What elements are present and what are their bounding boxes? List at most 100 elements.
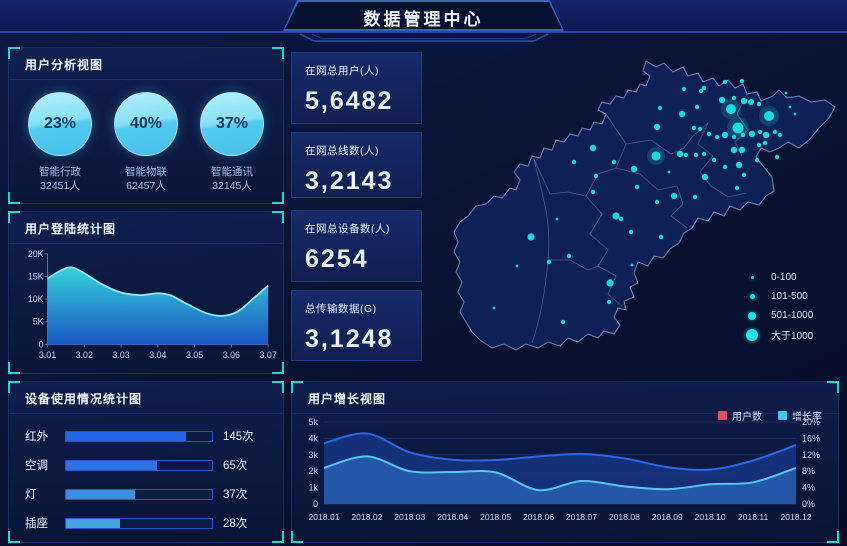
page-title: 数据管理中心 <box>363 10 484 29</box>
svg-text:2018.01: 2018.01 <box>308 512 339 522</box>
svg-text:3.03: 3.03 <box>112 350 129 360</box>
device-bar-fill <box>66 518 121 528</box>
gauge-circle: 37% <box>200 92 264 156</box>
device-bar-value: 65次 <box>223 460 248 472</box>
stat-card: 在网总设备数(人) 6254 <box>291 210 422 282</box>
map-legend-dot-box <box>745 294 759 299</box>
corner-bracket <box>827 381 839 393</box>
gauge-count: 32451人 <box>40 180 80 192</box>
svg-text:2018.09: 2018.09 <box>652 512 683 522</box>
panel-title: 用户分析视图 <box>9 48 283 80</box>
corner-bracket <box>8 362 20 374</box>
svg-text:2018.05: 2018.05 <box>480 512 511 522</box>
legend-label: 用户数 <box>732 412 762 423</box>
svg-text:16%: 16% <box>802 433 820 443</box>
corner-bracket <box>272 192 284 204</box>
stat-label: 总传输数据(G) <box>305 303 377 315</box>
device-bar-track <box>65 488 213 500</box>
corner-bracket <box>291 381 303 393</box>
svg-text:2018.06: 2018.06 <box>523 512 554 522</box>
svg-text:1k: 1k <box>308 483 318 493</box>
legend-label: 增长率 <box>792 412 822 423</box>
growth-legend: 用户数 增长率 <box>718 408 822 423</box>
legend-swatch <box>718 411 727 420</box>
stat-value: 5,6482 <box>305 87 394 115</box>
corner-bracket <box>272 362 284 374</box>
device-bar-value: 37次 <box>223 489 248 501</box>
gauge: 37% 智能通讯 32145人 <box>189 92 274 193</box>
svg-text:2018.02: 2018.02 <box>351 512 382 522</box>
gauge-row: 23% 智能行政 32451人 40% 智能物联 62457人 37% 智能通讯 32145人 <box>9 80 283 193</box>
svg-text:5k: 5k <box>308 417 318 427</box>
stat-label: 在网总线数(人) <box>305 145 379 157</box>
panel-device-usage: 设备使用情况统计图 红外145次空调65次灯37次插座28次窗帘24次 <box>8 381 284 543</box>
svg-text:3.06: 3.06 <box>223 350 240 360</box>
legend-item-users[interactable]: 用户数 <box>718 408 762 423</box>
map-legend-dot-box <box>745 311 759 320</box>
gauge-label: 智能通讯 32145人 <box>189 165 274 193</box>
device-bar-value: 28次 <box>223 518 248 530</box>
corner-bracket <box>8 47 20 59</box>
stat-label: 在网总设备数(人) <box>305 223 390 235</box>
svg-text:3.07: 3.07 <box>260 350 277 360</box>
region-map <box>453 60 836 351</box>
stat-value: 3,1248 <box>305 325 394 353</box>
device-bar-label: 空调 <box>25 460 48 472</box>
corner-bracket <box>272 47 284 59</box>
svg-text:0: 0 <box>39 339 44 349</box>
stat-card: 在网总用户(人) 5,6482 <box>291 52 422 124</box>
svg-text:8%: 8% <box>802 466 815 476</box>
map-legend-dot-box <box>745 328 759 341</box>
header-decoration <box>299 33 549 42</box>
map-legend-row: 大于1000 <box>745 325 813 344</box>
svg-text:2018.11: 2018.11 <box>738 512 769 522</box>
svg-text:3.04: 3.04 <box>149 350 166 360</box>
svg-text:15K: 15K <box>28 271 44 281</box>
svg-text:2k: 2k <box>308 466 318 476</box>
map-legend-label: 501-1000 <box>771 310 814 321</box>
device-bar-track <box>65 459 213 471</box>
device-bar-track <box>65 430 213 442</box>
map-legend-row: 0-100 <box>745 268 813 287</box>
svg-text:5K: 5K <box>33 317 44 327</box>
gauge: 40% 智能物联 62457人 <box>103 92 188 193</box>
corner-bracket <box>8 211 20 223</box>
svg-text:3.01: 3.01 <box>39 350 56 360</box>
device-bar-value: 145次 <box>223 431 254 443</box>
corner-bracket <box>272 381 284 393</box>
device-bar-fill <box>66 431 186 441</box>
map-land <box>453 60 836 351</box>
map-bubbles <box>492 78 797 325</box>
svg-text:12%: 12% <box>802 450 820 460</box>
svg-text:2018.10: 2018.10 <box>695 512 726 522</box>
svg-text:20K: 20K <box>28 249 44 259</box>
gauge-name: 智能物联 <box>125 166 167 178</box>
device-bar-row: 插座 28次 <box>25 515 269 531</box>
device-bar-list: 红外145次空调65次灯37次插座28次窗帘24次 <box>9 414 283 546</box>
legend-item-growth-rate[interactable]: 增长率 <box>778 408 822 423</box>
legend-dot-icon <box>749 294 755 299</box>
svg-text:0%: 0% <box>802 499 815 509</box>
gauge-circle: 40% <box>114 92 178 156</box>
stat-value: 6254 <box>305 245 369 273</box>
map-legend-label: 大于1000 <box>771 331 814 342</box>
legend-dot-icon <box>750 276 754 279</box>
device-bar-row: 红外 145次 <box>25 428 269 444</box>
map-legend-row: 501-1000 <box>745 306 813 325</box>
device-bar-row: 灯 37次 <box>25 486 269 502</box>
login-area-chart: 0 5K 10K 15K 20K 3.01 3.02 3.03 3.04 3.05 3.06 3.07 <box>28 249 277 360</box>
device-bar-track <box>65 517 213 529</box>
device-bar-row: 空调 65次 <box>25 457 269 473</box>
corner-bracket <box>8 381 20 393</box>
gauge-circle: 23% <box>28 92 92 156</box>
panel-title: 用户增长视图 <box>292 382 838 414</box>
device-bar-fill <box>66 460 157 470</box>
map-legend-label: 101-500 <box>771 291 808 302</box>
corner-bracket <box>272 211 284 223</box>
gauge: 23% 智能行政 32451人 <box>17 92 102 193</box>
device-bar-fill <box>66 489 135 499</box>
stat-card: 在网总线数(人) 3,2143 <box>291 132 422 198</box>
corner-bracket <box>272 531 284 543</box>
corner-bracket <box>827 531 839 543</box>
panel-user-analysis: 用户分析视图 23% 智能行政 32451人 40% 智能物联 62457人 37% 智能通讯… <box>8 47 284 204</box>
